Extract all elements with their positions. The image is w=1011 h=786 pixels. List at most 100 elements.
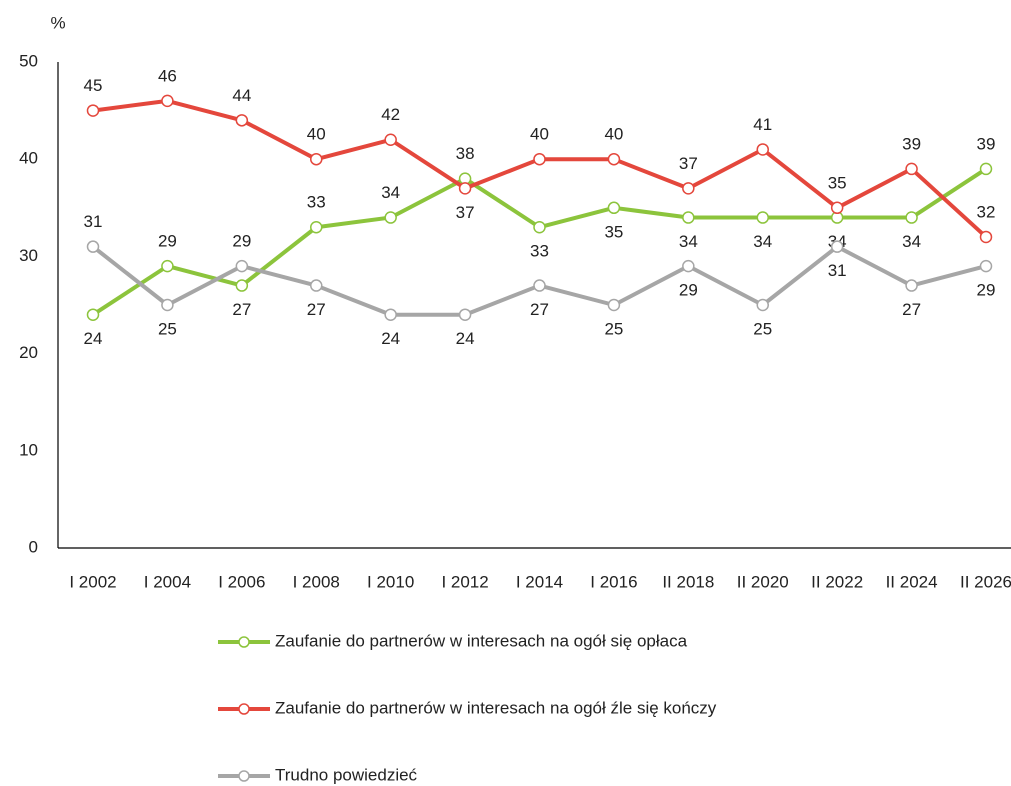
y-tick-label: 50: [19, 51, 38, 70]
point: [86, 104, 100, 117]
legend-marker: [238, 703, 250, 715]
point: [86, 240, 100, 253]
point: [161, 259, 174, 273]
data-label: 24: [456, 329, 475, 348]
point: [756, 211, 769, 224]
data-label: 35: [604, 222, 623, 241]
point: [756, 298, 769, 312]
point: [979, 259, 993, 273]
legend-label: Zaufanie do partnerów w interesach na og…: [275, 631, 688, 650]
point: [533, 279, 546, 292]
x-tick-label: I 2010: [367, 572, 414, 591]
point: [607, 152, 621, 166]
point: [682, 182, 695, 195]
x-tick-label: I 2012: [441, 572, 488, 591]
x-tick-label: II 2026: [960, 572, 1011, 591]
point: [979, 162, 993, 176]
point: [384, 211, 397, 224]
point: [161, 94, 174, 108]
point: [533, 152, 546, 166]
y-tick-label: 20: [19, 343, 38, 362]
point: [756, 143, 769, 156]
point: [235, 114, 249, 127]
legend-label: Trudno powiedzieć: [275, 765, 418, 784]
data-label: 38: [456, 144, 475, 163]
point: [458, 182, 472, 195]
data-label: 27: [902, 300, 921, 319]
data-label: 29: [977, 281, 996, 300]
point: [830, 201, 844, 215]
point: [310, 279, 323, 292]
data-label: 46: [158, 66, 177, 85]
y-axis-label: %: [50, 13, 65, 32]
data-label: 34: [381, 183, 400, 202]
x-tick-label: I 2006: [218, 572, 265, 591]
data-label: 25: [753, 319, 772, 338]
y-tick-label: 0: [29, 537, 38, 556]
point: [235, 279, 249, 292]
data-label: 24: [381, 329, 400, 348]
data-label: 25: [158, 319, 177, 338]
point: [607, 201, 621, 215]
x-tick-label: II 2024: [886, 572, 938, 591]
data-label: 29: [232, 232, 251, 251]
data-label: 35: [828, 173, 847, 192]
x-tick-label: I 2008: [293, 572, 340, 591]
data-label: 41: [753, 115, 772, 134]
legend-marker: [238, 636, 250, 648]
point: [235, 259, 249, 273]
y-tick-label: 10: [19, 440, 38, 459]
point: [384, 308, 397, 321]
point: [905, 211, 918, 224]
point: [310, 152, 323, 166]
x-tick-label: II 2018: [662, 572, 714, 591]
data-label: 40: [307, 125, 326, 144]
data-label: 42: [381, 105, 400, 124]
data-label: 44: [232, 86, 251, 105]
point: [979, 230, 993, 244]
data-label: 34: [679, 232, 698, 251]
data-label: 37: [679, 154, 698, 173]
y-tick-label: 30: [19, 246, 38, 265]
data-label: 25: [604, 319, 623, 338]
data-label: 24: [84, 329, 103, 348]
point: [607, 298, 621, 312]
point: [905, 279, 918, 292]
point: [458, 308, 472, 321]
data-label: 39: [902, 134, 921, 153]
point: [384, 133, 397, 147]
data-label: 39: [977, 134, 996, 153]
legend-marker: [238, 770, 250, 782]
legend-label: Zaufanie do partnerów w interesach na og…: [275, 698, 717, 717]
data-label: 33: [307, 193, 326, 212]
x-tick-label: II 2022: [811, 572, 863, 591]
data-label: 32: [977, 202, 996, 221]
data-label: 34: [753, 232, 772, 251]
data-label: 40: [530, 125, 549, 144]
x-tick-label: II 2020: [737, 572, 789, 591]
data-label: 40: [604, 125, 623, 144]
x-tick-label: I 2016: [590, 572, 637, 591]
data-label: 29: [679, 281, 698, 300]
data-label: 31: [828, 261, 847, 280]
point: [161, 298, 174, 312]
data-label: 29: [158, 232, 177, 251]
point: [310, 220, 323, 234]
x-tick-label: I 2002: [69, 572, 116, 591]
data-label: 31: [84, 212, 103, 231]
data-label: 27: [530, 300, 549, 319]
data-label: 37: [456, 203, 475, 222]
point: [905, 162, 918, 176]
point: [86, 308, 100, 321]
point: [533, 220, 546, 234]
x-tick-label: I 2014: [516, 572, 563, 591]
point: [682, 211, 695, 224]
data-label: 45: [84, 76, 103, 95]
data-label: 27: [307, 300, 326, 319]
y-tick-label: 40: [19, 149, 38, 168]
x-tick-label: I 2004: [144, 572, 191, 591]
point: [682, 259, 695, 273]
point: [830, 240, 844, 253]
data-label: 34: [902, 232, 921, 251]
